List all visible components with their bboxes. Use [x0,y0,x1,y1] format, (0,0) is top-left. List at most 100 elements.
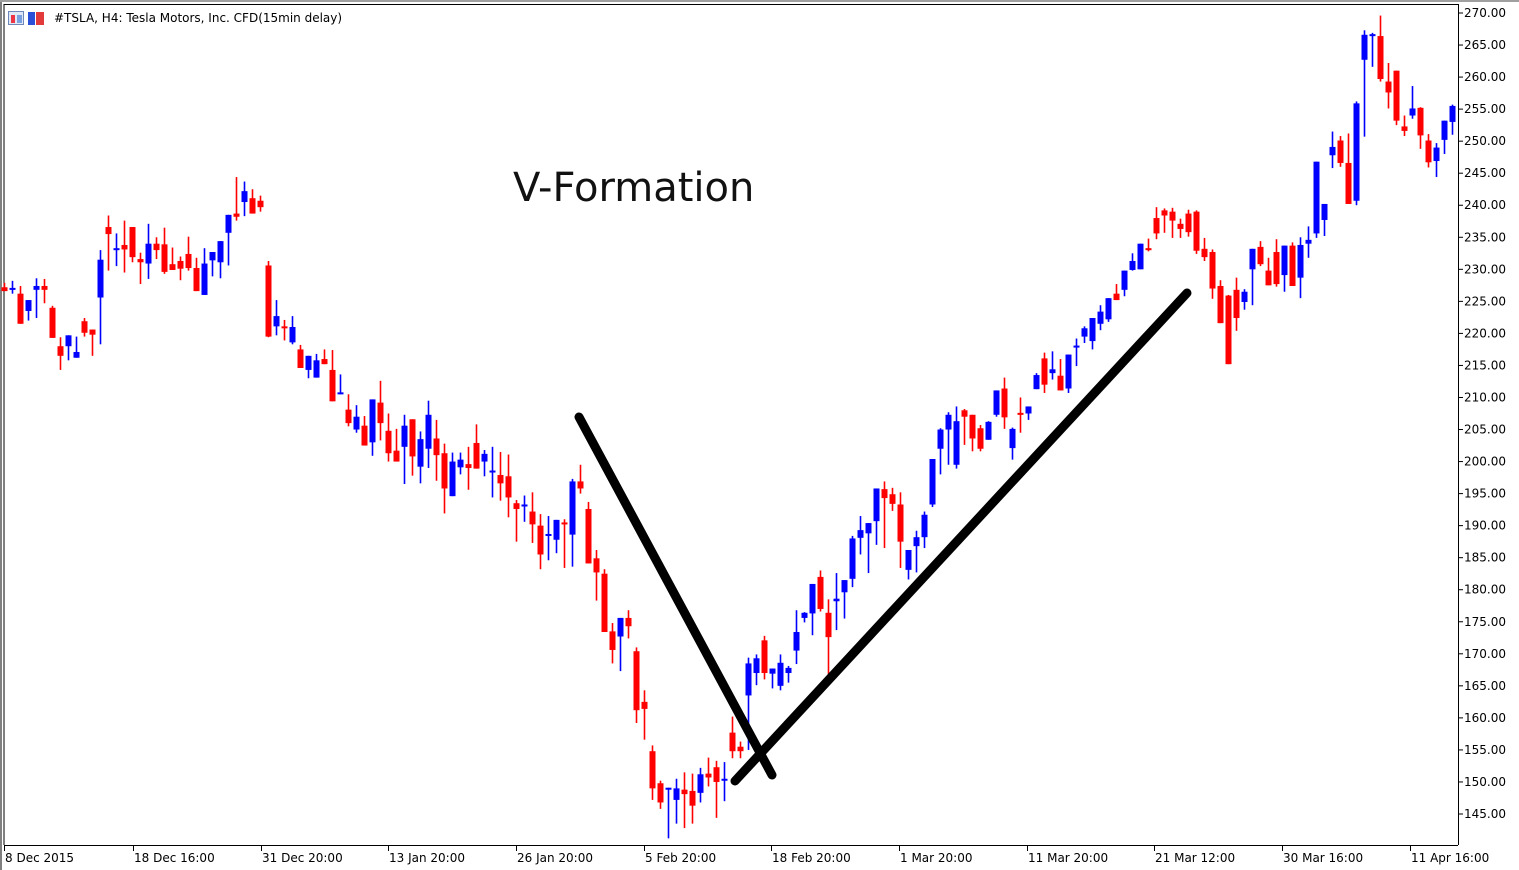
candle-body [705,773,712,778]
candle-body [737,746,744,752]
candle [121,220,128,273]
candle-body [1313,161,1320,234]
candle [153,237,160,260]
candle-body [41,285,48,290]
candle [1329,131,1336,169]
candle-body [641,701,648,709]
candle-body [177,260,184,269]
candle [1417,107,1424,149]
candle [1089,318,1096,350]
price-label: 225.00 [1464,294,1506,308]
time-label: 18 Feb 20:00 [772,851,851,865]
candle-body [465,464,472,468]
candle [161,227,168,274]
candle [953,406,960,469]
candle-body [417,439,424,467]
candle [1001,377,1008,429]
candle-body [793,632,800,651]
candle [889,487,896,511]
trendlines[interactable] [574,288,1192,786]
candle-body [1169,211,1176,221]
candle [617,617,624,672]
candle-body [913,537,920,547]
candle [1441,120,1448,154]
price-label: 185.00 [1464,551,1506,565]
candle-body [561,522,568,525]
candle-body [729,732,736,752]
candle [921,511,928,549]
candle [1105,298,1112,322]
time-label: 13 Jan 20:00 [389,851,465,865]
candle [1161,208,1168,233]
candle [1305,226,1312,258]
candle-body [1097,311,1104,324]
candle [41,278,48,304]
candle-body [249,198,256,214]
time-axis[interactable]: 8 Dec 2015 18 Dec 16:00 31 Dec 20:00 13 Jan… [4,845,1490,865]
candle-body [1049,369,1056,374]
candle [185,236,192,271]
candle-body [545,533,552,536]
candle-body [1241,291,1248,303]
candle-body [1073,345,1080,348]
candle-body [681,789,688,795]
candle-body [761,640,768,674]
candle-body [89,329,96,335]
candle-body [1145,248,1152,251]
candle [513,500,520,542]
chart-window-icon[interactable] [8,11,24,25]
candle-body [281,326,288,329]
candle [1393,70,1400,126]
candle-body [817,576,824,609]
price-label: 160.00 [1464,711,1506,725]
candle [449,452,456,497]
candle-body [881,489,888,499]
candle-body [745,663,752,696]
candle-body [209,252,216,261]
candle [177,256,184,281]
candle [225,214,232,266]
candle-body [929,458,936,505]
candle [961,409,968,445]
candle-body [1249,248,1256,270]
candle-body [1305,239,1312,244]
candle [89,329,96,356]
price-label: 250.00 [1464,134,1506,148]
candle-body [153,243,160,251]
candle [1257,241,1264,267]
candle [697,767,704,803]
candle [1433,143,1440,178]
v-left-leg-trendline[interactable] [574,412,777,780]
candle [209,252,216,277]
candle [633,647,640,724]
candle [169,247,176,270]
candle [297,344,304,369]
candle-body [1233,289,1240,319]
price-label: 175.00 [1464,615,1506,629]
candle [537,514,544,570]
candle [273,300,280,336]
candle [425,400,432,468]
candle-body [161,244,168,272]
candle-body [1137,243,1144,270]
candle [649,745,656,800]
v-right-leg-trendline[interactable] [730,288,1192,786]
candle-body [993,390,1000,415]
candle-body [1153,218,1160,234]
candle [265,260,272,338]
candle [521,495,528,522]
candle-body [777,662,784,686]
price-label: 230.00 [1464,262,1506,276]
symbol-icon[interactable] [28,11,44,25]
candle-body [945,414,952,430]
candle [249,189,256,214]
price-axis[interactable]: 270.00 265.00 260.00 255.00 250.00 245.00 240.… [1458,6,1506,821]
candle [873,488,880,545]
candle-body [889,494,896,504]
candle-body [409,419,416,457]
candle [577,464,584,494]
candle-body [449,461,456,497]
candle [1377,15,1384,82]
candle-body [1193,211,1200,251]
